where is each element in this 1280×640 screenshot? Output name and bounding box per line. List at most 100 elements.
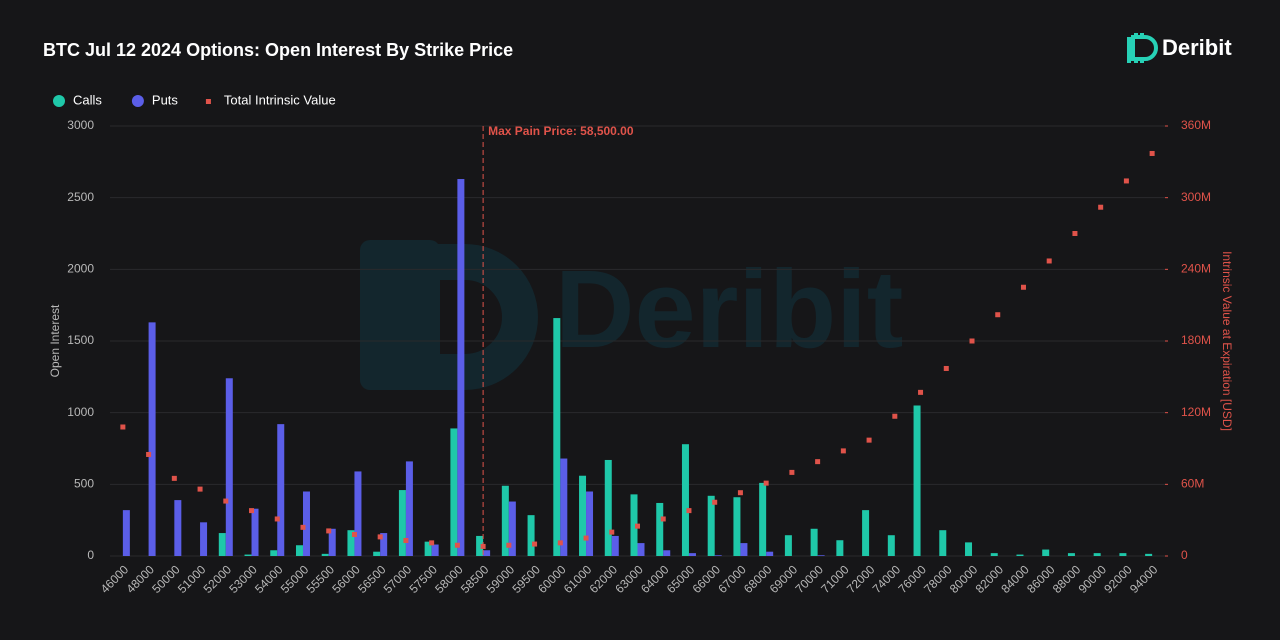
bar xyxy=(887,535,895,556)
bar xyxy=(990,553,998,556)
bar xyxy=(1093,553,1101,556)
bar xyxy=(347,530,355,556)
bar xyxy=(913,405,921,556)
logo: Deribit xyxy=(1127,33,1232,63)
bar xyxy=(637,543,645,556)
bar xyxy=(759,482,767,556)
y-tick-label: 3000 xyxy=(67,118,94,132)
bar xyxy=(1016,554,1024,556)
bar xyxy=(1067,553,1075,556)
bar xyxy=(321,553,329,556)
bar xyxy=(560,458,568,556)
bar xyxy=(295,545,303,556)
bar xyxy=(579,475,587,556)
point xyxy=(969,338,975,344)
bar xyxy=(457,179,465,557)
annotation-text: Max Pain Price: 58,500.00 xyxy=(488,124,634,138)
y2-tick-label: 360M xyxy=(1181,118,1211,132)
point xyxy=(763,480,769,486)
logo-icon xyxy=(1127,33,1158,63)
y2-tick-label: 240M xyxy=(1181,262,1211,276)
point xyxy=(943,365,949,371)
bar xyxy=(122,510,130,556)
point xyxy=(1072,231,1078,236)
point xyxy=(635,523,640,529)
bar xyxy=(174,500,182,556)
bar xyxy=(431,544,439,556)
bar xyxy=(373,551,381,556)
point xyxy=(171,475,177,481)
point xyxy=(146,451,152,457)
point xyxy=(1123,178,1129,184)
chart-title: BTC Jul 12 2024 Options: Open Interest B… xyxy=(43,40,513,60)
point xyxy=(1098,204,1104,210)
bar xyxy=(766,551,774,556)
point xyxy=(377,534,383,540)
point xyxy=(995,312,1001,318)
point xyxy=(840,448,846,454)
y-tick-label: 500 xyxy=(74,477,94,491)
point xyxy=(1046,258,1052,264)
point xyxy=(866,437,872,443)
y-tick-label: 2500 xyxy=(67,190,94,204)
bar xyxy=(483,550,491,556)
bar xyxy=(148,322,156,556)
point xyxy=(506,542,512,548)
point xyxy=(249,508,255,514)
bar xyxy=(604,459,612,556)
bar xyxy=(1042,549,1050,556)
bar xyxy=(398,490,406,556)
point xyxy=(326,528,332,534)
y2-tick-label: 120M xyxy=(1181,405,1211,419)
legend-label: Total Intrinsic Value xyxy=(224,92,336,107)
point xyxy=(815,459,821,465)
bar xyxy=(611,535,619,556)
bar xyxy=(244,554,252,556)
point xyxy=(737,490,743,496)
bar xyxy=(965,542,973,556)
bar xyxy=(836,540,844,556)
point xyxy=(197,486,203,492)
bar xyxy=(862,510,870,556)
bar xyxy=(586,491,594,556)
bar xyxy=(810,528,818,556)
bar xyxy=(277,424,285,556)
bar xyxy=(688,553,696,556)
bar xyxy=(681,444,689,556)
point xyxy=(892,413,898,419)
bar xyxy=(328,528,336,556)
y-tick-label: 1500 xyxy=(67,333,94,347)
bar xyxy=(663,550,671,556)
point xyxy=(454,542,460,548)
y-axis-label: Open Interest xyxy=(48,304,62,377)
legend-marker xyxy=(131,95,144,107)
bar xyxy=(656,502,664,556)
bar xyxy=(270,550,278,556)
bar xyxy=(1145,553,1153,556)
bar xyxy=(733,497,741,556)
point xyxy=(686,508,692,514)
bar xyxy=(553,318,561,556)
point xyxy=(660,516,666,522)
watermark-text: Deribit xyxy=(555,248,903,371)
point xyxy=(1149,150,1155,156)
point xyxy=(274,516,280,522)
point xyxy=(557,540,563,546)
bar xyxy=(354,471,362,556)
bar xyxy=(424,541,432,556)
bar xyxy=(225,378,233,556)
legend-label: Puts xyxy=(152,92,179,107)
point xyxy=(429,540,435,546)
bar xyxy=(200,522,208,556)
bar xyxy=(302,491,310,556)
y-tick-label: 0 xyxy=(87,548,94,562)
legend-label: Calls xyxy=(73,92,102,107)
y-tick-label: 1000 xyxy=(67,405,94,419)
watermark: Deribit xyxy=(360,240,903,390)
bar xyxy=(939,530,947,556)
bar xyxy=(508,501,516,556)
point xyxy=(351,532,357,537)
point xyxy=(918,389,924,395)
bar xyxy=(784,535,792,556)
bar xyxy=(740,543,748,556)
